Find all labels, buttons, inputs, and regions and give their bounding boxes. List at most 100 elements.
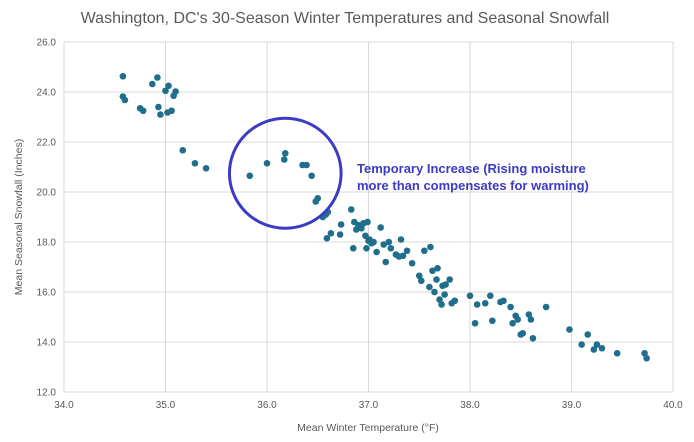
- y-tick-label: 16.0: [37, 288, 57, 299]
- data-point: [358, 224, 365, 232]
- data-point: [364, 218, 371, 226]
- data-point: [373, 248, 380, 256]
- data-point: [387, 244, 395, 252]
- data-point: [641, 349, 648, 357]
- data-point: [519, 329, 527, 337]
- data-point: [426, 283, 433, 291]
- data-point: [263, 159, 271, 167]
- data-point: [154, 74, 161, 81]
- scatter-points: [119, 72, 650, 362]
- data-point: [429, 267, 436, 275]
- data-point: [434, 264, 441, 272]
- data-point: [421, 247, 428, 255]
- x-tick-label: 40.0: [663, 400, 683, 411]
- data-point: [303, 161, 310, 169]
- data-point: [441, 291, 448, 298]
- data-point: [509, 319, 516, 327]
- data-point: [202, 164, 210, 172]
- data-point: [487, 292, 494, 300]
- data-point: [525, 311, 533, 318]
- data-point: [349, 244, 357, 252]
- x-tick-label: 37.0: [359, 400, 379, 411]
- data-point: [191, 159, 199, 167]
- data-point: [382, 258, 390, 266]
- y-tick-label: 24.0: [37, 88, 57, 99]
- data-point: [246, 172, 254, 180]
- data-point: [157, 111, 164, 118]
- data-point: [121, 96, 129, 104]
- data-point: [385, 238, 393, 246]
- y-axis-ticks: 12.0 14.0 16.0 18.0 20.0 22.0 24.0 26.0: [37, 38, 57, 399]
- data-point: [363, 244, 370, 252]
- data-point: [168, 107, 175, 115]
- data-point: [431, 288, 438, 296]
- data-point: [593, 341, 601, 348]
- data-point: [162, 87, 169, 95]
- data-point: [155, 103, 162, 111]
- data-point: [527, 316, 535, 323]
- data-point: [514, 316, 522, 323]
- data-point: [507, 303, 514, 311]
- data-point: [578, 341, 585, 348]
- data-point: [643, 354, 650, 362]
- data-point: [172, 88, 179, 95]
- x-tick-label: 38.0: [460, 400, 480, 411]
- annotation-line-2: more than compensates for warming): [357, 178, 589, 193]
- y-tick-label: 12.0: [37, 388, 57, 399]
- data-point: [598, 344, 606, 352]
- data-point: [438, 301, 445, 308]
- chart-title: Washington, DC's 30-Season Winter Temper…: [81, 10, 610, 27]
- x-axis-ticks: 34.0 35.0 36.0 37.0 38.0 39.0 40.0: [54, 400, 683, 411]
- data-point: [165, 82, 172, 90]
- data-point: [280, 156, 288, 163]
- data-point: [323, 234, 331, 242]
- data-point: [347, 206, 355, 213]
- data-point: [481, 299, 489, 307]
- data-point: [415, 272, 423, 280]
- data-point: [451, 297, 459, 305]
- data-point: [489, 317, 496, 325]
- data-point: [417, 277, 425, 285]
- data-point: [336, 231, 344, 238]
- x-axis-label: Mean Winter Temperature (°F): [297, 422, 439, 434]
- data-point: [399, 252, 407, 260]
- data-point: [119, 72, 127, 80]
- data-point: [500, 297, 507, 305]
- data-point: [281, 149, 289, 157]
- data-point: [566, 326, 573, 333]
- data-point: [427, 243, 434, 251]
- data-point: [442, 281, 449, 288]
- annotation-line-1: Temporary Increase (Rising moisture: [357, 161, 586, 176]
- data-point: [380, 241, 388, 248]
- data-point: [590, 346, 598, 353]
- y-tick-label: 14.0: [37, 338, 57, 349]
- data-point: [408, 259, 416, 267]
- data-point: [403, 247, 411, 255]
- x-tick-label: 35.0: [156, 400, 176, 411]
- data-point: [397, 236, 405, 243]
- data-point: [179, 146, 187, 154]
- y-tick-label: 22.0: [37, 138, 57, 149]
- data-point: [473, 301, 481, 308]
- data-point: [433, 276, 440, 283]
- data-point: [377, 224, 384, 231]
- highlight-ellipse: [227, 116, 343, 230]
- data-point: [529, 334, 537, 342]
- data-point: [613, 349, 621, 357]
- data-point: [471, 319, 479, 327]
- data-point: [337, 221, 345, 228]
- annotation-text: Temporary Increase (Rising moisture more…: [357, 161, 589, 193]
- x-tick-label: 36.0: [257, 400, 277, 411]
- data-point: [314, 194, 322, 202]
- x-tick-label: 39.0: [562, 400, 582, 411]
- y-tick-label: 18.0: [37, 238, 57, 249]
- data-point: [327, 229, 335, 237]
- data-point: [149, 80, 156, 88]
- data-point: [446, 276, 454, 283]
- data-point: [466, 292, 474, 300]
- data-point: [139, 107, 147, 115]
- y-tick-label: 26.0: [37, 38, 57, 49]
- gridlines: [63, 41, 674, 393]
- y-tick-label: 20.0: [37, 188, 57, 199]
